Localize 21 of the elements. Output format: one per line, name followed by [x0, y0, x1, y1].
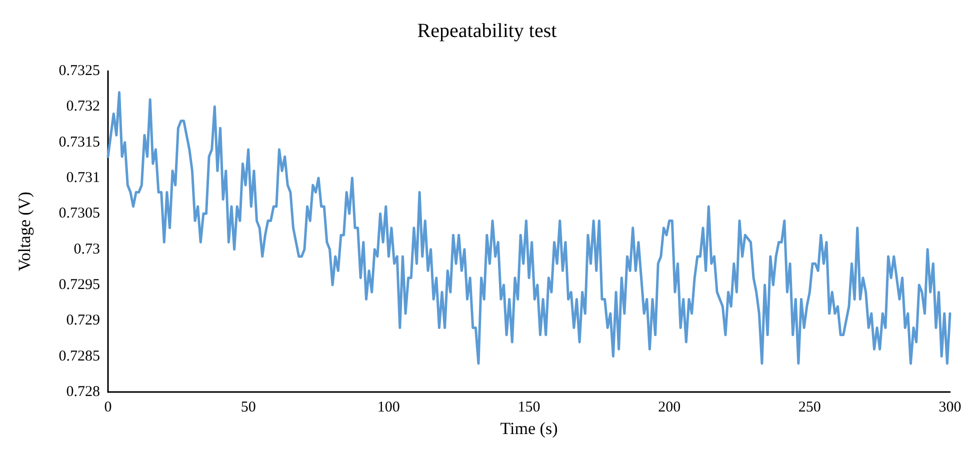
y-tick-label: 0.731 — [66, 170, 100, 186]
y-tick-label: 0.7305 — [58, 206, 100, 222]
x-tick-label: 100 — [377, 400, 400, 416]
y-tick-label: 0.7295 — [58, 277, 100, 293]
y-tick-label: 0.73 — [74, 241, 100, 258]
y-axis-title: Voltage (V) — [15, 192, 34, 272]
x-tick-label: 200 — [658, 400, 681, 416]
x-tick-label: 300 — [938, 400, 962, 416]
y-tick-label: 0.732 — [66, 98, 100, 115]
y-tick-label: 0.728 — [66, 384, 100, 400]
x-tick-label: 250 — [798, 400, 821, 416]
y-tick-label: 0.7315 — [58, 134, 100, 150]
x-axis-title: Time (s) — [500, 418, 558, 438]
line-series — [106, 91, 952, 365]
chart-title: Repeatability test — [417, 20, 558, 42]
y-tick-label: 0.729 — [66, 312, 100, 329]
y-tick-label: 0.7325 — [58, 63, 100, 79]
x-tick-label: 0 — [104, 400, 112, 416]
y-tick-label: 0.7285 — [58, 348, 100, 364]
x-tick-label: 50 — [240, 400, 256, 416]
x-tick-label: 150 — [518, 400, 540, 416]
